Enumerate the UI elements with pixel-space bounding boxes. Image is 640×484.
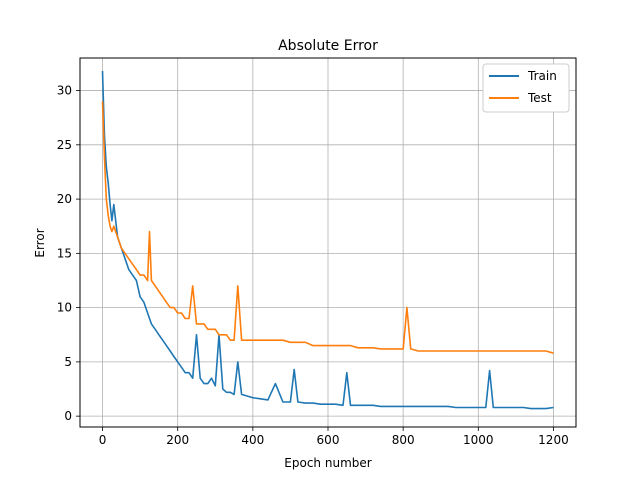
- x-tick-label: 800: [392, 433, 415, 447]
- grid-layer: [80, 58, 576, 427]
- x-tick-label: 600: [317, 433, 340, 447]
- y-tick-label: 5: [64, 355, 72, 369]
- y-tick-label: 10: [57, 301, 72, 315]
- legend-label-train: Train: [527, 69, 557, 83]
- y-ticks: 0 5 10 15 20 25 30: [57, 84, 80, 423]
- legend-label-test: Test: [527, 91, 552, 105]
- x-tick-label: 1200: [538, 433, 569, 447]
- y-axis-label: Error: [33, 228, 47, 257]
- y-tick-label: 25: [57, 138, 72, 152]
- x-axis-label: Epoch number: [284, 456, 371, 470]
- x-tick-label: 0: [99, 433, 107, 447]
- y-tick-label: 20: [57, 192, 72, 206]
- series-line-test: [101, 101, 554, 354]
- x-tick-label: 1000: [463, 433, 494, 447]
- y-tick-label: 15: [57, 246, 72, 260]
- x-tick-label: 200: [166, 433, 189, 447]
- y-tick-label: 30: [57, 84, 72, 98]
- series-line-train: [101, 70, 554, 410]
- x-ticks: 0 200 400 600 800 1000 1200: [99, 427, 569, 447]
- series-layer: [101, 70, 554, 410]
- legend: Train Test: [482, 63, 570, 113]
- y-tick-label: 0: [64, 409, 72, 423]
- x-tick-label: 400: [241, 433, 264, 447]
- chart-title: Absolute Error: [278, 38, 378, 54]
